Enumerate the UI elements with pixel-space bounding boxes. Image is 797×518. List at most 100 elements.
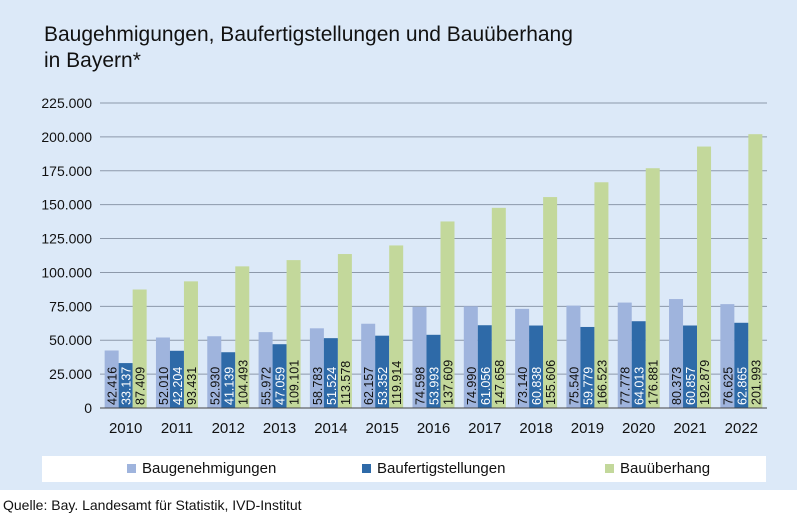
x-tick-label: 2019 [571, 420, 604, 437]
bar-bauueberhang [645, 168, 660, 408]
data-label: 137.609 [442, 360, 456, 405]
y-tick-label: 150.000 [41, 197, 92, 213]
data-label: 55.972 [260, 367, 274, 405]
bar-bauueberhang [286, 260, 301, 408]
data-label: 51.524 [325, 367, 339, 405]
bar-baugenehmigungen [566, 305, 581, 408]
bar-bauueberhang [543, 197, 558, 408]
y-tick-label: 125.000 [41, 231, 92, 247]
bar-bauueberhang [132, 289, 147, 408]
data-label: 52.930 [208, 367, 222, 405]
legend-swatch [127, 464, 136, 473]
y-tick-label: 200.000 [41, 129, 92, 145]
bar-bauueberhang [235, 266, 250, 408]
y-tick-label: 0 [84, 400, 92, 416]
data-label: 58.783 [311, 367, 325, 405]
data-label: 47.059 [274, 367, 288, 405]
bar-baugenehmigungen [669, 299, 684, 408]
data-label: 166.523 [595, 360, 609, 405]
bar-baufertigstellungen [734, 322, 749, 408]
bar-baufertigstellungen [529, 325, 544, 408]
bar-baufertigstellungen [375, 335, 390, 408]
data-label: 42.416 [106, 367, 120, 405]
data-label: 59.779 [581, 367, 595, 405]
y-tick-label: 225.000 [41, 95, 92, 111]
data-label: 77.778 [619, 367, 633, 405]
data-label: 73.140 [516, 367, 530, 405]
legend-item-baufertigstellungen: Baufertigstellungen [362, 460, 505, 477]
bar-baufertigstellungen [477, 325, 492, 408]
bar-baufertigstellungen [426, 334, 441, 408]
data-label: 119.914 [390, 361, 404, 405]
y-tick-label: 50.000 [49, 332, 92, 348]
data-label: 41.139 [222, 367, 236, 405]
legend-label: Baugenehmigungen [142, 460, 277, 477]
bar-bauueberhang [337, 254, 352, 408]
legend-item-bauueberhang: Bauüberhang [605, 460, 710, 477]
legend-label: Bauüberhang [620, 460, 711, 477]
bar-baugenehmigungen [617, 302, 632, 408]
data-label: 33.137 [120, 367, 134, 405]
data-label: 176.881 [647, 360, 661, 405]
data-label: 109.101 [288, 360, 302, 405]
bar-bauueberhang [491, 207, 506, 408]
bar-baufertigstellungen [631, 321, 646, 408]
data-label: 155.606 [544, 360, 558, 405]
legend-swatch [362, 464, 371, 473]
bar-baugenehmigungen [207, 336, 222, 408]
bar-baugenehmigungen [155, 337, 170, 408]
x-tick-label: 2011 [161, 420, 193, 437]
legend-swatch [605, 464, 614, 473]
bar-baugenehmigungen [104, 350, 119, 408]
data-label: 113.578 [339, 361, 353, 405]
x-tick-label: 2018 [519, 420, 552, 437]
data-label: 147.658 [493, 360, 507, 405]
bar-baufertigstellungen [169, 350, 184, 408]
bar-baufertigstellungen [683, 325, 698, 408]
data-label: 75.540 [567, 367, 581, 405]
data-label: 93.431 [185, 367, 199, 405]
bar-bauueberhang [389, 245, 404, 408]
data-label: 74.990 [465, 367, 479, 405]
y-tick-label: 25.000 [49, 366, 92, 382]
x-tick-label: 2010 [109, 420, 142, 437]
legend-item-baugenehmigungen: Baugenehmigungen [127, 460, 276, 477]
x-tick-label: 2014 [314, 420, 347, 437]
data-label: 53.993 [428, 367, 442, 405]
y-tick-label: 100.000 [41, 264, 92, 280]
bar-baufertigstellungen [580, 326, 595, 408]
x-tick-label: 2015 [366, 420, 399, 437]
bar-baugenehmigungen [412, 306, 427, 408]
legend-label: Baufertigstellungen [377, 460, 506, 477]
bar-baugenehmigungen [309, 328, 324, 408]
data-label: 62.865 [735, 367, 749, 405]
bar-baufertigstellungen [323, 338, 338, 408]
x-tick-label: 2013 [263, 420, 296, 437]
source-note: Quelle: Bay. Landesamt für Statistik, IV… [3, 497, 302, 513]
data-label: 64.013 [633, 367, 647, 405]
bar-baugenehmigungen [720, 304, 735, 408]
x-tick-label: 2020 [622, 420, 655, 437]
bar-bauueberhang [697, 146, 712, 408]
x-tick-label: 2021 [673, 420, 706, 437]
x-tick-label: 2017 [468, 420, 501, 437]
legend: Baugenehmigungen Baufertigstellungen Bauüb… [42, 456, 766, 482]
data-label: 201.993 [749, 360, 763, 405]
data-label: 42.204 [171, 367, 185, 405]
y-tick-label: 75.000 [49, 298, 92, 314]
data-label: 61.056 [479, 367, 493, 405]
data-label: 62.157 [362, 367, 376, 405]
bar-baufertigstellungen [221, 352, 236, 408]
bar-chart: 0 25.000 50.000 75.000 100.000 125.000 150.000… [41, 95, 767, 437]
data-label: 80.373 [670, 367, 684, 405]
chart-title: Baugehmigungen, Baufertigstellungen und … [44, 23, 573, 72]
data-label: 76.625 [721, 367, 735, 405]
x-tick-label: 2012 [212, 420, 245, 437]
data-label: 104.493 [236, 360, 250, 405]
bar-bauueberhang [183, 281, 198, 408]
y-tick-label: 175.000 [41, 163, 92, 179]
x-tick-label: 2022 [725, 420, 758, 437]
bar-baugenehmigungen [258, 332, 273, 408]
bar-bauueberhang [748, 134, 763, 409]
bar-baufertigstellungen [118, 363, 133, 408]
